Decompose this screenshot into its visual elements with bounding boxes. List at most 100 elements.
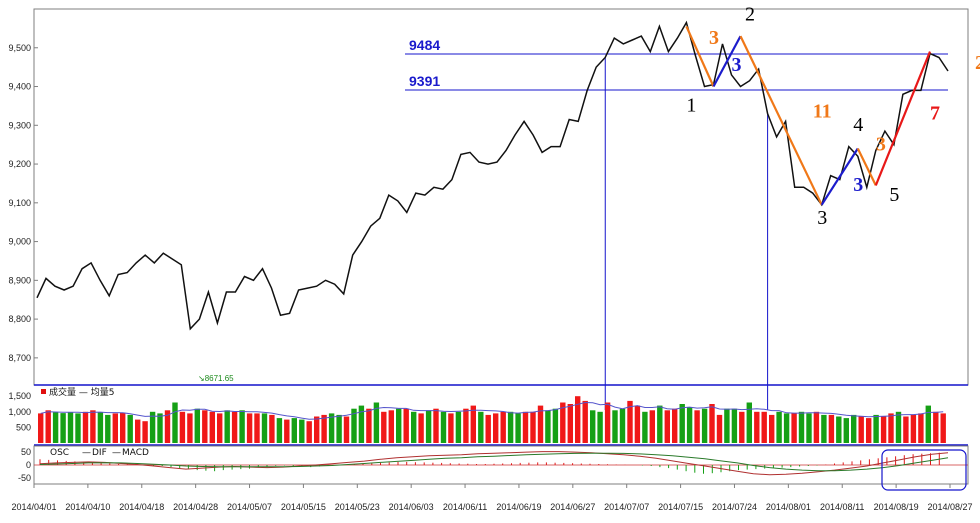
volume-bar	[224, 410, 230, 443]
volume-bar	[664, 410, 670, 443]
dif-line	[39, 451, 949, 476]
volume-bar	[187, 413, 193, 443]
macd-legend-item: DIF	[92, 448, 107, 458]
volume-bar	[634, 405, 641, 443]
macd-highlight-box	[881, 449, 967, 491]
volume-bar	[642, 411, 648, 443]
volume-bar	[60, 413, 66, 443]
volume-bar	[507, 411, 514, 443]
volume-bar	[746, 402, 752, 443]
volume-bar	[135, 419, 141, 443]
wave-label: 1	[686, 95, 696, 117]
volume-bar	[701, 408, 708, 443]
macd-legend-item: MACD	[122, 448, 149, 458]
volume-bar	[925, 405, 931, 443]
price-y-tick-label: 8,800	[8, 314, 31, 324]
volume-bar	[910, 414, 917, 443]
wave-label: 5	[889, 184, 899, 206]
volume-bar	[291, 418, 297, 443]
volume-bar	[351, 408, 357, 443]
volume-bar	[306, 421, 312, 443]
volume-bar	[366, 408, 372, 443]
x-tick-label: 2014/08/19	[874, 502, 919, 512]
volume-panel: 1,500 1,000 500 成交量 — 均量5	[8, 386, 946, 443]
macd-y-tick-label: -50	[18, 473, 31, 483]
volume-bar	[798, 411, 805, 443]
macd-y-tick-label: 50	[21, 447, 31, 457]
volume-bar	[612, 410, 618, 443]
volume-bar	[567, 404, 573, 443]
x-tick-label: 2014/04/18	[119, 502, 164, 512]
volume-bar	[739, 411, 745, 443]
volume-bar	[649, 410, 655, 443]
wave-line	[685, 25, 715, 87]
volume-bar	[179, 411, 186, 443]
volume-bar	[843, 418, 849, 443]
volume-bar	[455, 411, 462, 443]
level-label: 9484	[409, 37, 440, 53]
volume-bar	[485, 414, 491, 443]
price-line	[36, 20, 949, 331]
volume-bar	[836, 416, 842, 443]
volume-bar	[209, 411, 215, 443]
volume-bar	[336, 414, 342, 443]
volume-bar	[149, 411, 156, 443]
volume-bar	[619, 408, 626, 443]
volume-bar	[858, 416, 864, 443]
wave-label: 7	[930, 102, 940, 124]
macd-line	[39, 452, 949, 472]
volume-bar	[202, 410, 208, 443]
x-tick-label: 2014/08/27	[927, 502, 972, 512]
volume-legend-marker	[41, 389, 46, 394]
volume-bar	[940, 413, 946, 443]
volume-bar	[627, 400, 633, 443]
macd-legend-item: OSC	[50, 448, 69, 458]
price-y-tick-label: 9,500	[8, 43, 31, 53]
volume-bar	[813, 411, 820, 443]
volume-bar	[112, 413, 118, 443]
volume-bar	[246, 413, 253, 443]
volume-y-tick-label: 1,000	[8, 407, 31, 417]
volume-bar	[120, 412, 126, 443]
volume-bar	[709, 404, 715, 443]
x-tick-label: 2014/06/03	[389, 502, 434, 512]
volume-bar	[38, 413, 44, 443]
price-y-tick-label: 8,700	[8, 353, 31, 363]
volume-bar	[314, 416, 320, 443]
volume-bar	[597, 411, 603, 443]
volume-bar	[328, 413, 335, 443]
volume-bar	[284, 419, 290, 443]
volume-bar	[873, 414, 879, 443]
macd-legend-dash: —	[112, 448, 121, 458]
wave-line	[739, 35, 823, 206]
volume-bar	[679, 404, 685, 443]
volume-bar	[52, 412, 59, 443]
wave-line	[874, 51, 932, 186]
volume-bar	[425, 410, 432, 443]
volume-bar	[903, 416, 909, 443]
volume-bar	[448, 413, 454, 443]
price-y-tick-label: 9,100	[8, 198, 31, 208]
price-panel: 9,500 9,400 9,300 9,200 9,100 9,000 8,900 8,800…	[8, 4, 980, 410]
macd-y-tick-label: 0	[26, 460, 31, 470]
volume-bar	[493, 413, 499, 443]
volume-bar	[500, 411, 506, 443]
volume-bar	[127, 414, 133, 443]
volume-bar	[97, 412, 104, 443]
volume-bar	[918, 413, 924, 443]
volume-bar	[776, 411, 782, 443]
volume-bar	[783, 413, 790, 443]
min-price-label: ↘8671.65	[198, 374, 234, 383]
volume-bar	[560, 402, 566, 443]
price-y-tick-label: 9,000	[8, 237, 31, 247]
volume-bar	[418, 413, 424, 443]
volume-bar	[105, 414, 111, 443]
volume-bar	[396, 408, 402, 443]
volume-bar	[716, 414, 723, 443]
wave-label: 3	[853, 174, 863, 196]
volume-bar	[657, 405, 663, 443]
wave-label: 3	[732, 54, 742, 76]
wave-label: 11	[813, 101, 832, 123]
volume-bar	[231, 411, 238, 443]
volume-bar	[45, 410, 51, 443]
